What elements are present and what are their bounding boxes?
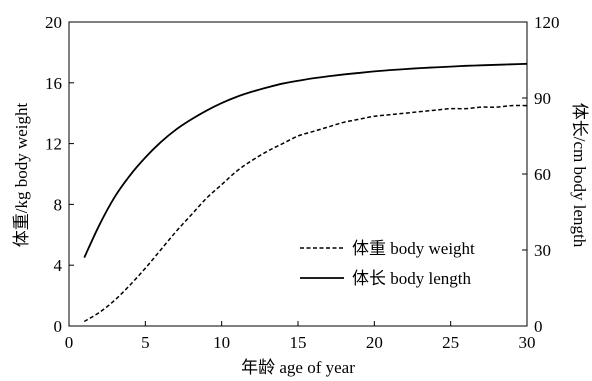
x-tick-label: 25 — [442, 333, 459, 352]
series-layer — [83, 62, 528, 323]
y-tick-label-right: 30 — [534, 241, 551, 260]
x-tick-label: 30 — [519, 333, 536, 352]
y-axis-label-left: 体重/kg body weight — [12, 102, 31, 247]
x-tick-label: 20 — [366, 333, 383, 352]
legend-label-body-weight: 体重 body weight — [352, 239, 475, 258]
x-tick-label: 5 — [141, 333, 150, 352]
y-tick-label-left: 8 — [54, 195, 63, 214]
y-tick-label-right: 120 — [534, 13, 560, 32]
y-tick-label-left: 12 — [45, 135, 62, 154]
y-tick-label-right: 90 — [534, 89, 551, 108]
series-line-body-weight — [83, 104, 528, 323]
y-tick-label-left: 4 — [54, 256, 63, 275]
legend: 体重 body weight 体长 body length — [300, 239, 475, 288]
series-line-body-length — [83, 62, 528, 258]
y-axis-label-right: 体长/cm body length — [570, 103, 589, 248]
x-axis-label: 年龄 age of year — [241, 358, 355, 377]
y-tick-label-right: 60 — [534, 165, 551, 184]
y-tick-label-left: 16 — [45, 74, 62, 93]
x-tick-label: 10 — [213, 333, 230, 352]
x-tick-label: 0 — [65, 333, 74, 352]
y-tick-label-left: 0 — [54, 317, 63, 336]
x-tick-label: 15 — [290, 333, 307, 352]
legend-label-body-length: 体长 body length — [352, 269, 471, 288]
y-tick-label-left: 20 — [45, 13, 62, 32]
y-tick-label-right: 0 — [534, 317, 543, 336]
